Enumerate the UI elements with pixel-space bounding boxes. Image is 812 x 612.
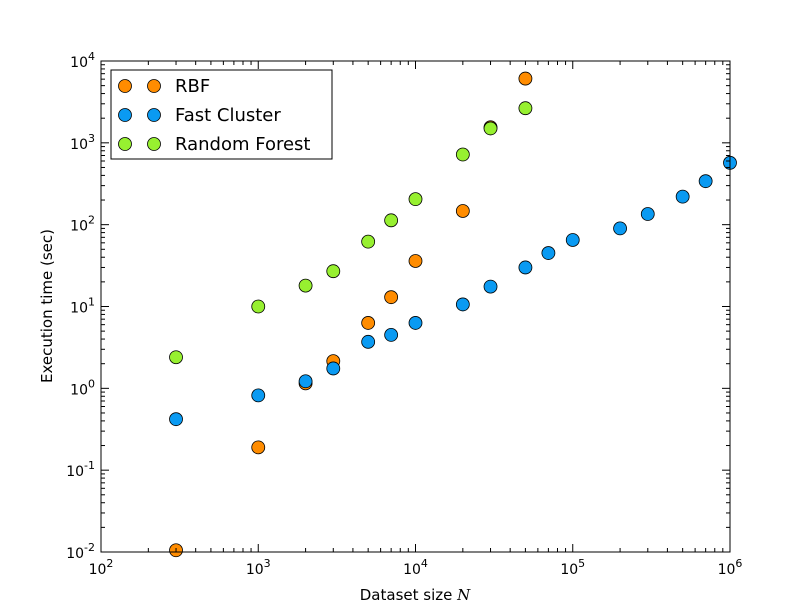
fast-cluster-point: [675, 189, 690, 204]
x-tick-base: 10: [246, 562, 264, 578]
y-tick-label: 10-1: [66, 459, 95, 480]
fast-cluster-point: [698, 174, 713, 189]
y-tick-label: 102: [70, 214, 95, 235]
x-tick-base: 10: [560, 562, 578, 578]
y-tick-exponent: 2: [88, 214, 95, 227]
fast-cluster-point: [518, 260, 533, 275]
legend-marker: [118, 79, 132, 93]
x-tick-base: 10: [403, 562, 421, 578]
random-forest-point: [384, 213, 399, 228]
y-tick-base: 10: [70, 219, 88, 235]
legend-item-rbf: RBF: [118, 76, 210, 97]
x-axis-label-text: Dataset size: [360, 586, 453, 604]
rbf-point: [455, 204, 470, 218]
x-tick-label: 105: [560, 557, 585, 578]
x-tick-base: 10: [718, 562, 736, 578]
random-forest-point: [169, 350, 183, 365]
rbf-point: [361, 316, 376, 330]
random-forest-point: [298, 278, 313, 293]
fast-cluster-point: [169, 412, 183, 427]
fast-cluster-point: [361, 334, 376, 349]
y-tick-exponent: 4: [88, 50, 95, 63]
rbf-point: [408, 254, 423, 268]
x-axis-label: Dataset size N: [360, 586, 471, 604]
y-tick-label: 104: [70, 50, 95, 71]
fast-cluster-point: [613, 221, 627, 236]
random-forest-point: [408, 192, 423, 207]
fast-cluster-point: [541, 246, 556, 260]
y-tick-exponent: -1: [84, 459, 95, 472]
y-tick-label: 103: [70, 132, 95, 153]
markers-layer: [169, 71, 737, 558]
series-random-forest: [169, 101, 533, 365]
x-tick-label: 103: [246, 557, 271, 578]
y-tick-base: 10: [70, 301, 88, 317]
x-axis-label-var: N: [456, 586, 471, 604]
y-axis-label: Execution time (sec): [38, 229, 56, 383]
legend-marker: [147, 108, 161, 122]
series-fast-cluster: [169, 155, 737, 427]
y-tick-base: 10: [70, 55, 88, 71]
y-tick-label: 10-2: [66, 541, 95, 562]
fast-cluster-point: [640, 207, 655, 221]
x-tick-exponent: 2: [106, 557, 113, 570]
legend-marker: [147, 79, 161, 93]
random-forest-point: [483, 121, 498, 136]
legend-label: RBF: [175, 76, 210, 97]
y-tick-base: 10: [66, 546, 84, 562]
fast-cluster-point: [251, 388, 266, 403]
rbf-point: [518, 71, 533, 86]
fast-cluster-point: [455, 297, 470, 312]
y-tick-label: 100: [70, 377, 95, 398]
x-tick-label: 102: [89, 557, 114, 578]
fast-cluster-point: [326, 361, 341, 376]
fast-cluster-point: [384, 327, 399, 342]
legend-marker: [147, 137, 161, 151]
y-tick-base: 10: [70, 137, 88, 153]
legend-label: Random Forest: [175, 134, 310, 155]
random-forest-point: [361, 234, 376, 249]
y-tick-base: 10: [66, 464, 84, 480]
legend-item-random-forest: Random Forest: [118, 134, 310, 155]
legend-item-fast-cluster: Fast Cluster: [118, 105, 281, 126]
x-tick-label: 104: [403, 557, 428, 578]
legend-label: Fast Cluster: [175, 105, 281, 126]
y-tick-base: 10: [70, 382, 88, 398]
rbf-point: [251, 440, 266, 455]
y-tick-exponent: 3: [88, 132, 95, 145]
legend-marker: [118, 108, 132, 122]
rbf-point: [384, 290, 399, 305]
legend-marker: [118, 137, 132, 151]
fast-cluster-point: [483, 279, 498, 294]
fast-cluster-point: [408, 316, 423, 330]
x-tick-exponent: 5: [578, 557, 585, 570]
y-tick-exponent: 0: [88, 377, 95, 390]
x-tick-exponent: 3: [264, 557, 271, 570]
x-tick-exponent: 4: [421, 557, 428, 570]
random-forest-point: [455, 147, 470, 162]
legend: RBF Fast Cluster Random Forest: [110, 69, 333, 160]
y-tick-label: 101: [70, 296, 95, 317]
x-tick-label: 106: [718, 557, 743, 578]
ticks-layer: [100, 60, 731, 553]
random-forest-point: [326, 264, 341, 279]
random-forest-point: [518, 101, 533, 116]
random-forest-point: [251, 299, 266, 314]
fast-cluster-point: [298, 374, 313, 389]
fast-cluster-point: [565, 233, 580, 247]
y-tick-exponent: -2: [84, 541, 95, 554]
x-tick-base: 10: [89, 562, 107, 578]
y-tick-exponent: 1: [88, 296, 95, 309]
x-tick-exponent: 6: [735, 557, 742, 570]
